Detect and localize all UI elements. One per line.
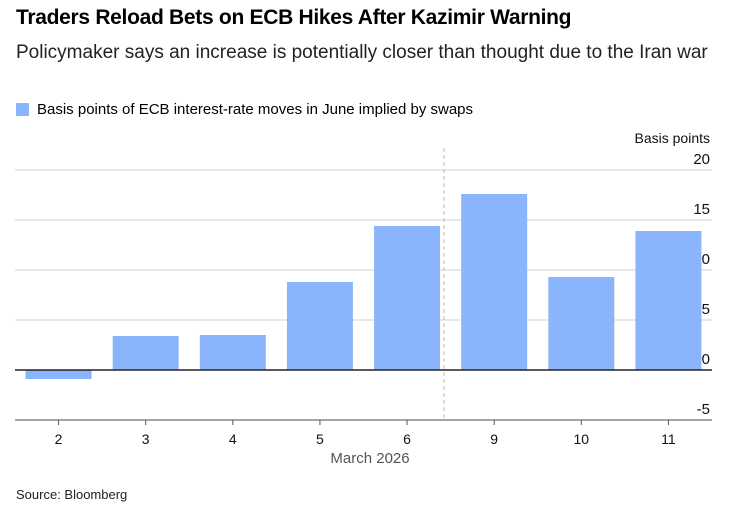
bar [199,335,266,370]
y-tick-label: 5 [702,301,710,318]
legend: Basis points of ECB interest-rate moves … [16,101,473,118]
x-tick-label: 10 [574,431,590,447]
bar [548,277,615,370]
chart-title: Traders Reload Bets on ECB Hikes After K… [16,6,572,29]
x-tick-label: 11 [661,431,676,447]
y-tick-label: 15 [693,201,710,218]
bar [25,370,92,379]
y-tick-label: -5 [697,401,710,418]
legend-label: Basis points of ECB interest-rate moves … [37,101,474,118]
bar [286,282,353,370]
y-tick-label: 20 [693,151,710,168]
x-tick-label: 3 [142,431,150,447]
bar [374,226,441,370]
bar [461,194,528,370]
x-tick-label: 2 [55,431,63,447]
x-tick-label: 9 [490,431,498,447]
legend-swatch [16,103,29,116]
x-tick-label: 5 [316,431,324,447]
y-axis-label: Basis points [635,130,710,146]
x-tick-label: 6 [403,431,411,447]
y-tick-label: 0 [702,351,710,368]
bar [635,231,702,370]
x-axis-label: March 2026 [330,450,409,467]
bar [112,336,179,370]
source-note: Source: Bloomberg [16,487,128,502]
chart-subtitle: Policymaker says an increase is potentia… [16,42,708,63]
x-tick-label: 4 [229,431,237,447]
